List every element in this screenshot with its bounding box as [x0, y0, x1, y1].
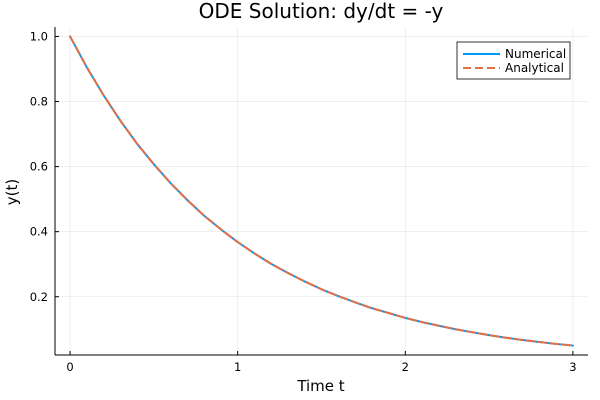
axes — [54, 27, 588, 356]
y-tick-label: 0.4 — [30, 225, 48, 239]
series-line-analytical — [69, 35, 574, 347]
chart-title: ODE Solution: dy/dt = -y — [199, 0, 444, 23]
legend-box — [456, 41, 571, 80]
y-tick-label: 0.6 — [30, 160, 48, 174]
y-tick-label: 0.8 — [30, 95, 48, 109]
y-tick-label: 1.0 — [30, 29, 48, 43]
legend-label-analytical: Analytical — [505, 61, 564, 75]
x-tick-label: 3 — [569, 360, 576, 374]
y-axis-label: y(t) — [3, 179, 21, 205]
grid-lines — [55, 27, 588, 355]
legend: Numerical Analytical — [456, 41, 571, 80]
x-tick-label: 2 — [402, 360, 409, 374]
data-series — [69, 35, 574, 347]
tick-marks: 0 1 2 3 0.2 0.4 0.6 0.8 1.0 — [30, 29, 577, 374]
legend-label-numerical: Numerical — [505, 47, 566, 61]
x-tick-label: 0 — [66, 360, 73, 374]
x-tick-label: 1 — [234, 360, 241, 374]
y-tick-label: 0.2 — [30, 290, 48, 304]
series-line-numerical — [69, 35, 574, 347]
x-axis-label: Time t — [296, 377, 344, 395]
